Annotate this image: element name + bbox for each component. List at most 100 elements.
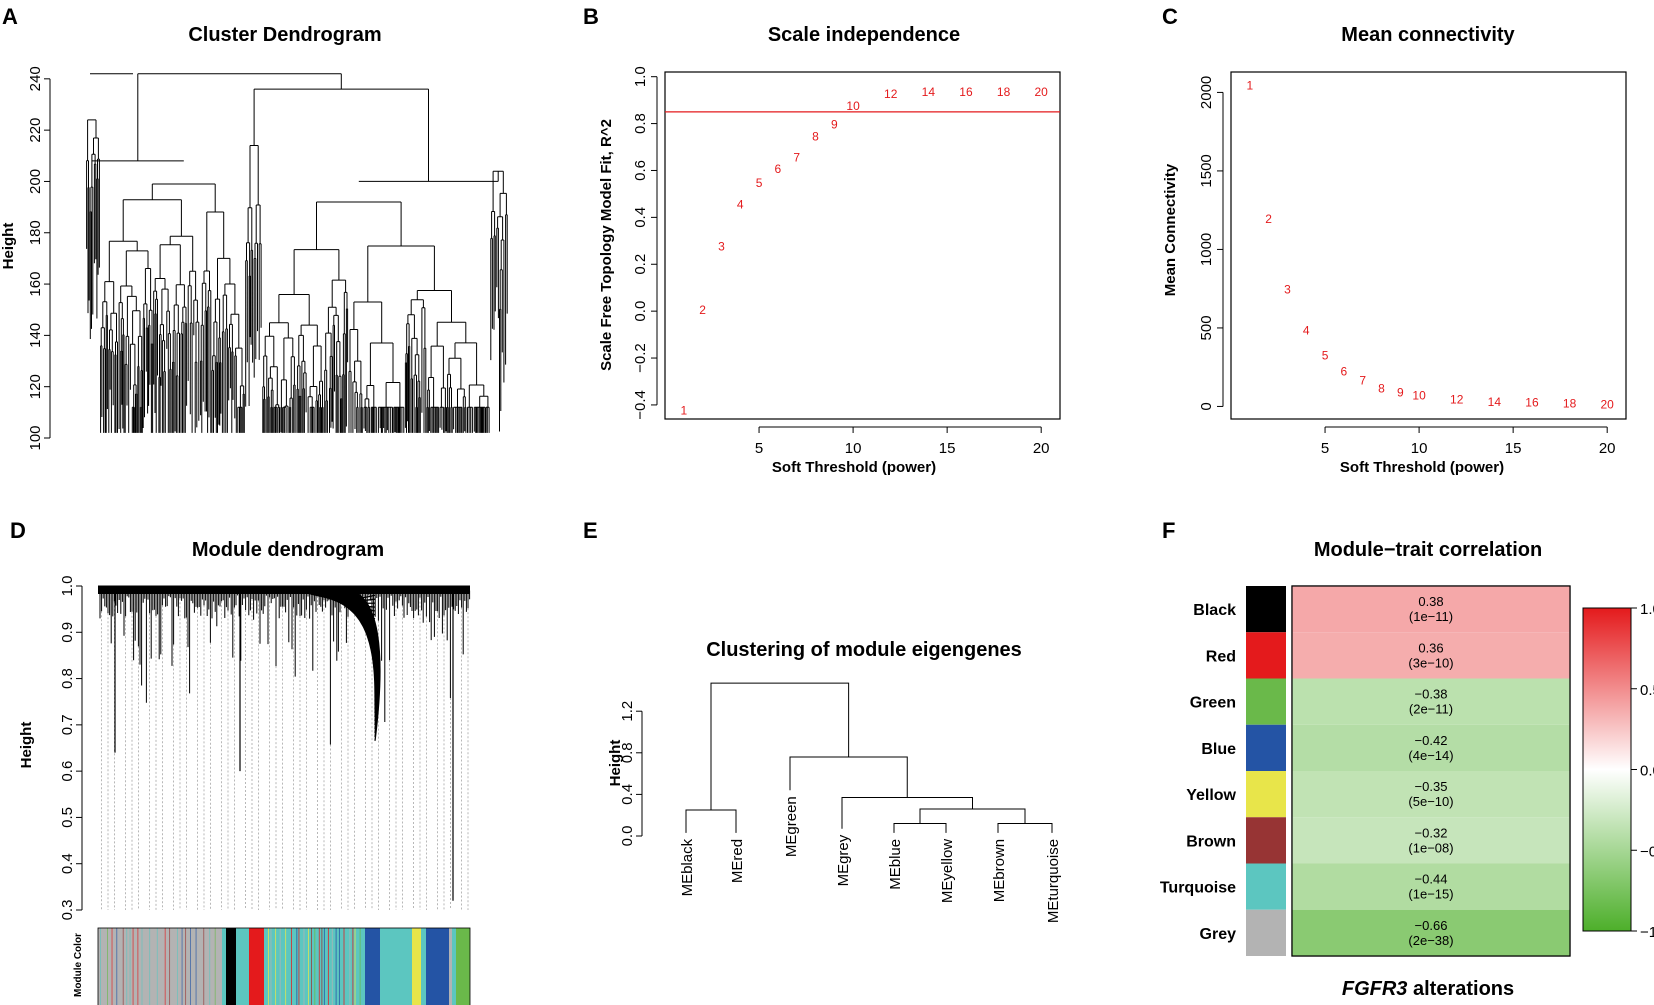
panel-e-plot: 0.0 0.4 0.8 1.2 MEblack MEred MEgreen MEgrey MEb…	[619, 682, 1062, 923]
module-color-stripe	[352, 928, 354, 1005]
ylabel-d: Height	[18, 722, 35, 769]
module-color-segment	[365, 928, 380, 1005]
panel-letter-c: C	[1162, 4, 1178, 29]
module-color-stripe	[314, 928, 316, 1005]
ylabel-a: Height	[0, 223, 17, 270]
point-label: 6	[775, 162, 782, 176]
row-label: Black	[1193, 602, 1236, 619]
module-color-stripe	[354, 928, 356, 1005]
y-tick-label: 120	[27, 374, 44, 399]
dendrogram-merge	[997, 823, 1053, 833]
y-tick-label: 1000	[1198, 233, 1215, 266]
leaf-label: MEyellow	[939, 839, 956, 903]
module-swatch	[1246, 586, 1286, 633]
module-color-stripe	[307, 928, 309, 1005]
point-label: 16	[959, 85, 973, 99]
module-color-segment	[98, 928, 222, 1005]
xlabel-f-gene: FGFR3	[1342, 978, 1408, 1000]
title-a: Cluster Dendrogram	[188, 24, 381, 46]
module-color-stripe	[176, 928, 178, 1005]
leaf-label: MEgrey	[835, 834, 852, 886]
cell-pvalue: (1e−08)	[1408, 840, 1453, 855]
y-tick-label: 0.4	[59, 853, 76, 874]
xlabel-c: Soft Threshold (power)	[1340, 459, 1504, 476]
module-color-segment	[236, 928, 249, 1005]
module-color-stripe	[209, 928, 211, 1005]
title-f: Module−trait correlation	[1314, 539, 1542, 561]
point-label: 16	[1525, 396, 1539, 410]
plot-box-c	[1230, 71, 1627, 420]
point-label: 9	[1397, 386, 1404, 400]
dendrogram-merge	[710, 682, 850, 810]
module-color-stripe	[290, 928, 292, 1005]
legend-tick-label: −1.0	[1640, 924, 1654, 941]
module-swatch	[1246, 632, 1286, 679]
point-label: 5	[756, 176, 763, 190]
heatmap-cell	[1292, 771, 1570, 818]
module-swatch	[1246, 771, 1286, 818]
dendrogram-top-band	[98, 586, 470, 594]
panel-b-plot: 5 10 15 20−0.4−0.20.00.20.40.60.81.01234567…	[632, 66, 1060, 457]
point-label: 18	[997, 85, 1011, 99]
ylabel-c: Mean Connectivity	[1162, 163, 1179, 296]
dendrogram-dense-cluster	[299, 589, 381, 741]
cell-pvalue: (2e−11)	[1409, 702, 1453, 717]
ylabel-e: Height	[607, 740, 624, 787]
module-color-segment	[421, 928, 426, 1005]
row-label: Grey	[1200, 926, 1237, 943]
module-color-stripe	[137, 928, 139, 1005]
x-tick-label: 20	[1033, 440, 1050, 457]
y-tick-label: 0.6	[59, 761, 76, 782]
module-color-stripe	[335, 928, 337, 1005]
module-swatch	[1246, 724, 1286, 771]
point-label: 10	[846, 99, 860, 113]
cell-value: −0.32	[1415, 825, 1448, 840]
point-label: 1	[680, 404, 687, 418]
leaf-label: MEred	[729, 839, 746, 883]
legend-tick-label: −0.5	[1640, 843, 1654, 860]
row-label: Turquoise	[1160, 880, 1236, 897]
module-color-stripe	[310, 928, 312, 1005]
panel-d-plot: 0.3 0.4 0.5 0.6 0.7 0.8 0.9 1.0	[59, 576, 471, 1005]
panel-letter-d: D	[10, 518, 26, 543]
module-color-segment	[456, 928, 470, 1005]
cell-pvalue: (4e−14)	[1408, 748, 1453, 763]
y-tick-label: 0.8	[619, 742, 636, 763]
cell-value: −0.38	[1415, 687, 1448, 702]
point-label: 4	[737, 197, 744, 211]
y-tick-label: 500	[1198, 315, 1215, 340]
row-label: Green	[1190, 695, 1236, 712]
module-color-stripe	[185, 928, 187, 1005]
module-color-segment	[449, 928, 452, 1005]
y-tick-label: 0	[1198, 402, 1215, 410]
y-tick-label: 1.2	[619, 701, 636, 722]
xlabel-f: FGFR3 alterations	[1342, 978, 1514, 1000]
point-label: 9	[831, 118, 838, 132]
module-color-stripe	[349, 928, 351, 1005]
row-label: Red	[1206, 648, 1236, 665]
cell-pvalue: (2e−38)	[1408, 933, 1453, 948]
ylabel-b: Scale Free Topology Model Fit, R^2	[598, 119, 615, 371]
title-d: Module dendrogram	[192, 539, 384, 561]
leaf-label: MEbrown	[991, 839, 1008, 902]
color-bar-label-d: Module Color	[73, 933, 84, 997]
point-label: 3	[1284, 283, 1291, 297]
point-label: 2	[699, 303, 706, 317]
y-tick-label: −0.2	[632, 343, 649, 373]
module-color-stripe	[141, 928, 143, 1005]
point-label: 20	[1601, 397, 1615, 411]
dendrogram-branches	[99, 590, 471, 745]
module-color-segment	[249, 928, 264, 1005]
row-label: Brown	[1186, 833, 1236, 850]
title-e: Clustering of module eigengenes	[706, 639, 1022, 661]
plot-box-b	[664, 71, 1061, 420]
module-color-stripe	[285, 928, 287, 1005]
x-tick-label: 5	[1321, 440, 1329, 457]
y-tick-label: 0.9	[59, 622, 76, 643]
x-tick-label: 20	[1599, 440, 1616, 457]
module-color-segment	[222, 928, 226, 1005]
leaf-label: MEturquoise	[1045, 839, 1062, 923]
cell-value: 0.36	[1418, 640, 1443, 655]
